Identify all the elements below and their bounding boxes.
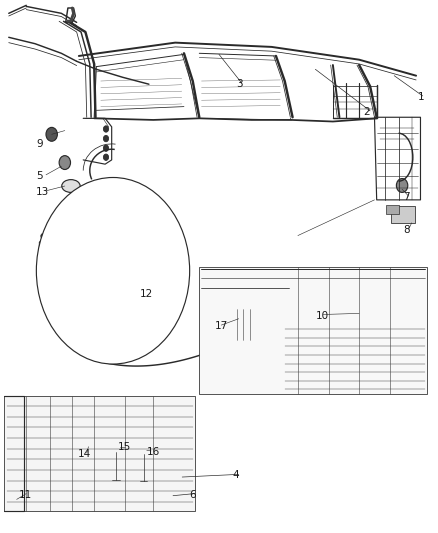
Circle shape <box>358 307 369 320</box>
Text: 10: 10 <box>315 311 328 320</box>
FancyBboxPatch shape <box>199 266 427 394</box>
Circle shape <box>103 145 109 151</box>
Circle shape <box>41 233 45 239</box>
Text: 11: 11 <box>18 490 32 499</box>
Circle shape <box>59 156 71 169</box>
Circle shape <box>396 179 408 192</box>
Text: 14: 14 <box>78 449 91 459</box>
Circle shape <box>82 439 95 454</box>
Circle shape <box>103 154 109 160</box>
Text: 9: 9 <box>36 139 42 149</box>
FancyBboxPatch shape <box>391 206 415 223</box>
Circle shape <box>103 135 109 142</box>
Circle shape <box>113 443 120 452</box>
Circle shape <box>46 127 57 141</box>
FancyBboxPatch shape <box>162 491 173 501</box>
FancyBboxPatch shape <box>4 396 195 511</box>
Text: 1: 1 <box>418 92 425 102</box>
Circle shape <box>36 177 190 364</box>
Text: 4: 4 <box>232 471 239 480</box>
Text: 17: 17 <box>215 321 228 331</box>
FancyBboxPatch shape <box>169 472 182 484</box>
Text: 15: 15 <box>117 442 131 451</box>
Text: 8: 8 <box>403 225 410 235</box>
Text: 5: 5 <box>36 171 42 181</box>
FancyBboxPatch shape <box>7 495 17 504</box>
Circle shape <box>41 284 45 289</box>
Text: 12: 12 <box>140 289 153 299</box>
Text: 3: 3 <box>237 79 243 89</box>
Text: 13: 13 <box>36 187 49 197</box>
Text: 16: 16 <box>147 447 160 457</box>
Circle shape <box>103 126 109 132</box>
Circle shape <box>92 241 96 246</box>
Circle shape <box>141 447 146 454</box>
FancyBboxPatch shape <box>386 205 399 214</box>
Ellipse shape <box>62 180 80 192</box>
Text: 7: 7 <box>403 192 410 202</box>
Text: 6: 6 <box>189 490 196 499</box>
Text: 2: 2 <box>364 107 370 117</box>
Circle shape <box>92 277 96 282</box>
